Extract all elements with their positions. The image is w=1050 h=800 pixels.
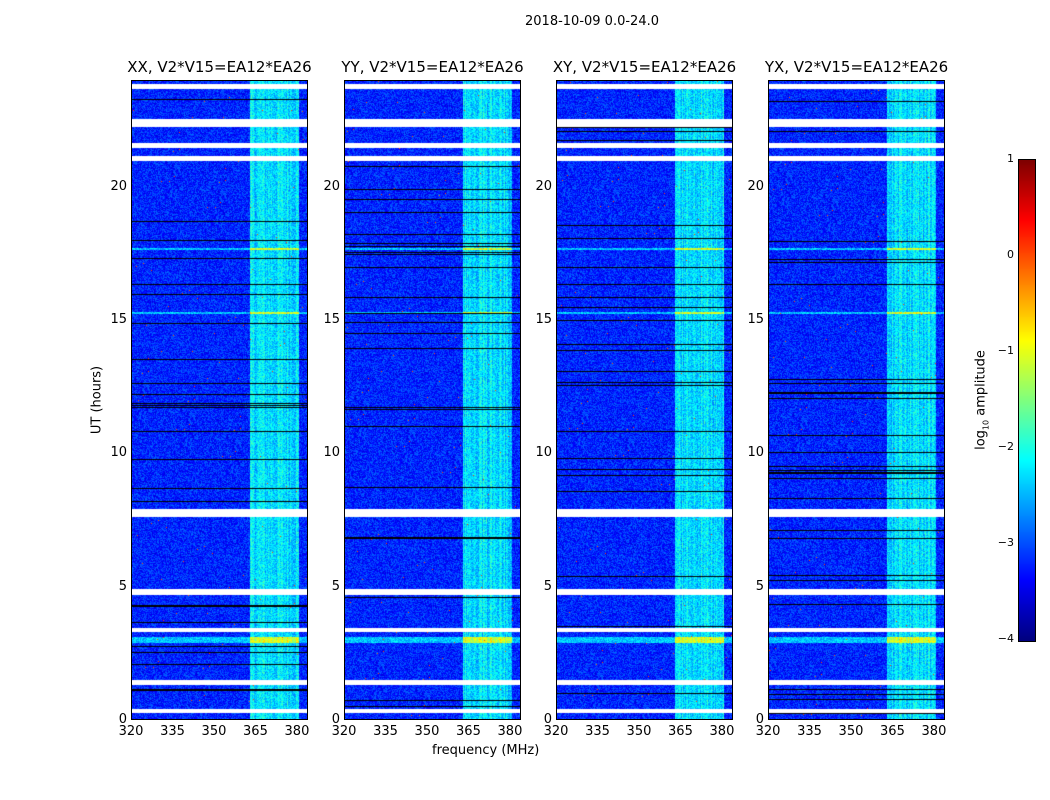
x-tick-label: 320 xyxy=(755,724,781,739)
y-tick-label: 20 xyxy=(110,178,127,194)
x-tick-label: 335 xyxy=(373,724,398,739)
heatmap-panel xyxy=(768,80,945,720)
x-tick-label: 320 xyxy=(118,724,144,739)
x-tick-label: 365 xyxy=(880,724,905,739)
x-axis-label: frequency (MHz) xyxy=(432,743,540,758)
panel-title: XX, V2*V15=EA12*EA26 xyxy=(127,58,312,76)
x-tick-label: 380 xyxy=(284,724,310,739)
y-tick-label: 0 xyxy=(118,712,127,727)
x-tick-label: 380 xyxy=(709,724,735,739)
colorbar-tick-label: 0 xyxy=(1007,248,1014,261)
y-tick-label: 20 xyxy=(323,178,340,194)
colorbar xyxy=(1018,159,1036,642)
figure-title: 2018-10-09 0.0-24.0 xyxy=(525,14,659,29)
x-tick-label: 365 xyxy=(456,724,481,739)
heatmap-panel xyxy=(131,80,308,720)
y-tick-label: 10 xyxy=(110,445,127,461)
x-tick-label: 380 xyxy=(921,724,947,739)
x-tick-label: 320 xyxy=(331,724,357,739)
y-tick-label: 20 xyxy=(747,178,764,194)
panel-title: YX, V2*V15=EA12*EA26 xyxy=(764,58,949,76)
colorbar-label: log10 amplitude xyxy=(974,350,991,450)
y-tick-label: 15 xyxy=(110,312,127,327)
y-tick-label: 10 xyxy=(747,445,764,461)
y-tick-label: 10 xyxy=(323,445,340,461)
y-tick-label: 5 xyxy=(755,578,764,594)
x-tick-label: 365 xyxy=(668,724,693,739)
y-tick-label: 15 xyxy=(323,312,340,327)
y-tick-label: 20 xyxy=(535,178,552,194)
x-tick-label: 320 xyxy=(543,724,569,739)
panel-title: YY, V2*V15=EA12*EA26 xyxy=(341,58,524,76)
x-tick-label: 335 xyxy=(797,724,822,739)
x-tick-label: 380 xyxy=(497,724,523,739)
heatmap-image xyxy=(132,81,307,719)
x-tick-label: 350 xyxy=(201,724,227,739)
x-tick-label: 350 xyxy=(414,724,440,739)
y-tick-label: 0 xyxy=(543,712,552,727)
heatmap-image xyxy=(345,81,520,719)
colorbar-tick-label: 1 xyxy=(1007,152,1014,165)
x-tick-label: 350 xyxy=(838,724,864,739)
x-tick-label: 365 xyxy=(243,724,268,739)
colorbar-tick-label: −3 xyxy=(997,536,1014,549)
y-tick-label: 5 xyxy=(331,578,340,594)
colorbar-gradient xyxy=(1019,160,1035,641)
y-axis-label: UT (hours) xyxy=(89,365,105,435)
panel-title: XY, V2*V15=EA12*EA26 xyxy=(552,58,737,76)
x-tick-label: 350 xyxy=(626,724,652,739)
colorbar-tick-label: −1 xyxy=(997,344,1014,357)
y-tick-label: 15 xyxy=(747,312,764,327)
y-tick-label: 0 xyxy=(755,712,764,727)
colorbar-tick-label: −4 xyxy=(997,632,1014,645)
x-tick-label: 335 xyxy=(585,724,610,739)
heatmap-panel xyxy=(344,80,521,720)
colorbar-label-sub: 10 xyxy=(981,419,991,431)
heatmap-panel xyxy=(556,80,733,720)
x-tick-label: 335 xyxy=(160,724,185,739)
heatmap-image xyxy=(557,81,732,719)
heatmap-image xyxy=(769,81,944,719)
y-tick-label: 0 xyxy=(331,712,340,727)
y-tick-label: 10 xyxy=(535,445,552,461)
colorbar-tick-label: −2 xyxy=(997,440,1014,453)
colorbar-label-log: log xyxy=(973,430,989,450)
y-tick-label: 5 xyxy=(543,578,552,594)
colorbar-label-rest: amplitude xyxy=(973,350,989,420)
y-tick-label: 5 xyxy=(118,578,127,594)
y-tick-label: 15 xyxy=(535,312,552,327)
